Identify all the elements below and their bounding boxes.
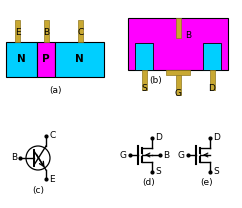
Text: N: N (75, 54, 84, 64)
Bar (135, 43, 153, 70)
Text: B: B (185, 31, 191, 40)
Text: D: D (209, 84, 215, 93)
Text: G: G (120, 151, 127, 160)
Text: B: B (11, 154, 17, 162)
Text: C: C (77, 28, 83, 37)
Text: (a): (a) (49, 85, 61, 94)
Text: (c): (c) (32, 186, 44, 194)
Text: S: S (213, 167, 219, 177)
Text: S: S (155, 167, 161, 177)
Text: S: S (141, 84, 147, 93)
Text: P: P (42, 54, 50, 64)
Bar (37, 42, 55, 77)
Bar (210, 70, 214, 90)
Text: C: C (49, 131, 55, 140)
Bar (166, 70, 190, 75)
Text: (b): (b) (150, 77, 162, 85)
Text: G: G (178, 151, 185, 160)
Text: E: E (49, 175, 55, 183)
Bar (142, 70, 146, 90)
Text: (e): (e) (201, 178, 213, 187)
Text: D: D (213, 134, 220, 142)
Text: (d): (d) (143, 178, 155, 187)
Bar (44, 20, 49, 42)
Text: B: B (43, 28, 49, 37)
Bar (128, 18, 228, 70)
Text: E: E (15, 28, 21, 37)
Bar (55, 42, 104, 77)
Text: G: G (174, 89, 182, 98)
Text: N: N (17, 54, 26, 64)
Text: B: B (163, 151, 169, 160)
Text: D: D (155, 134, 162, 142)
Bar (203, 43, 221, 70)
Bar (175, 18, 181, 38)
Bar (15, 20, 20, 42)
Bar (78, 20, 83, 42)
Bar (175, 75, 181, 95)
Bar (6, 42, 37, 77)
